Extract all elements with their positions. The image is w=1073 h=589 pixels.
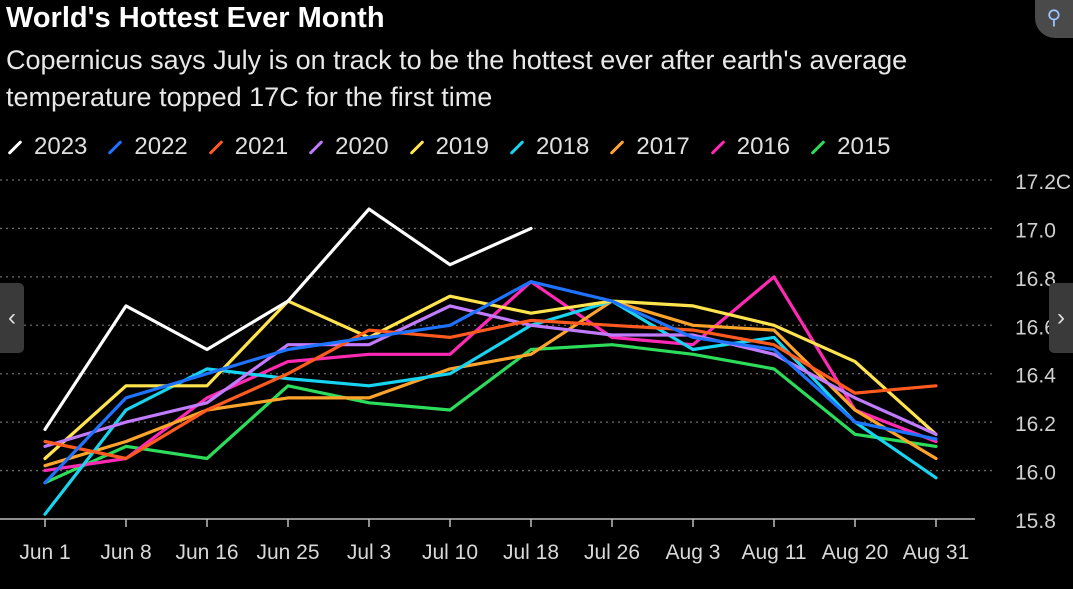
legend-item-2021: 2021 xyxy=(207,133,288,161)
x-tick-label: Jun 1 xyxy=(19,541,70,564)
chevron-right-icon[interactable]: › xyxy=(1049,283,1073,353)
legend-label-2023: 2023 xyxy=(34,133,88,160)
legend: 2023 2022 2021 2020 2019 2018 2017 2016 2015 xyxy=(6,129,910,165)
y-tick-label: 15.8 xyxy=(1015,510,1056,533)
y-tick-label: 16.0 xyxy=(1015,462,1056,485)
y-tick-label: 17.2C xyxy=(1015,171,1071,194)
legend-label-2021: 2021 xyxy=(234,133,289,160)
y-tick-label: 17.0 xyxy=(1015,219,1056,242)
legend-item-2016: 2016 xyxy=(709,133,790,161)
x-tick-label: Aug 3 xyxy=(666,541,721,564)
series-line-2022 xyxy=(43,280,938,485)
legend-label-2016: 2016 xyxy=(736,133,791,160)
x-tick-label: Jul 3 xyxy=(347,541,391,564)
y-tick-label: 16.4 xyxy=(1015,365,1056,388)
y-tick-label: 16.8 xyxy=(1015,268,1056,291)
legend-item-2018: 2018 xyxy=(508,133,589,161)
legend-item-2017: 2017 xyxy=(608,133,690,161)
series-line-2023 xyxy=(43,207,533,431)
y-tick-label: 16.2 xyxy=(1015,413,1056,436)
legend-item-2023: 2023 xyxy=(6,133,87,161)
series-line-2017 xyxy=(43,299,938,468)
x-tick-label: Jul 10 xyxy=(422,541,478,564)
x-tick-label: Jun 25 xyxy=(256,541,319,564)
legend-label-2020: 2020 xyxy=(335,133,389,160)
legend-item-2022: 2022 xyxy=(106,133,188,161)
legend-item-2015: 2015 xyxy=(809,133,891,161)
x-tick-label: Aug 11 xyxy=(742,541,807,564)
x-tick-label: Jul 18 xyxy=(503,541,559,564)
chart-subtitle: Copernicus says July is on track to be t… xyxy=(6,45,908,112)
series-line-2015 xyxy=(43,343,938,485)
series-line-2021 xyxy=(43,318,938,461)
x-tick-label: Aug 31 xyxy=(903,541,970,564)
x-tick-label: Jun 8 xyxy=(100,541,151,564)
legend-item-2019: 2019 xyxy=(408,133,489,161)
series-line-2016 xyxy=(43,275,938,473)
chevron-left-icon[interactable]: ‹ xyxy=(0,283,24,353)
legend-item-2020: 2020 xyxy=(307,133,389,161)
visual-search-icon[interactable]: ⚲ xyxy=(1035,0,1073,38)
x-tick-label: Jul 26 xyxy=(584,541,640,564)
x-tick-label: Aug 20 xyxy=(822,541,889,564)
legend-label-2018: 2018 xyxy=(535,133,590,160)
x-tick-label: Jun 16 xyxy=(175,541,238,564)
y-tick-label: 16.6 xyxy=(1015,316,1056,339)
legend-label-2022: 2022 xyxy=(134,133,188,160)
legend-label-2015: 2015 xyxy=(837,133,891,160)
legend-label-2017: 2017 xyxy=(636,133,690,160)
legend-label-2019: 2019 xyxy=(435,133,489,160)
chart-title: World's Hottest Ever Month xyxy=(6,2,385,34)
